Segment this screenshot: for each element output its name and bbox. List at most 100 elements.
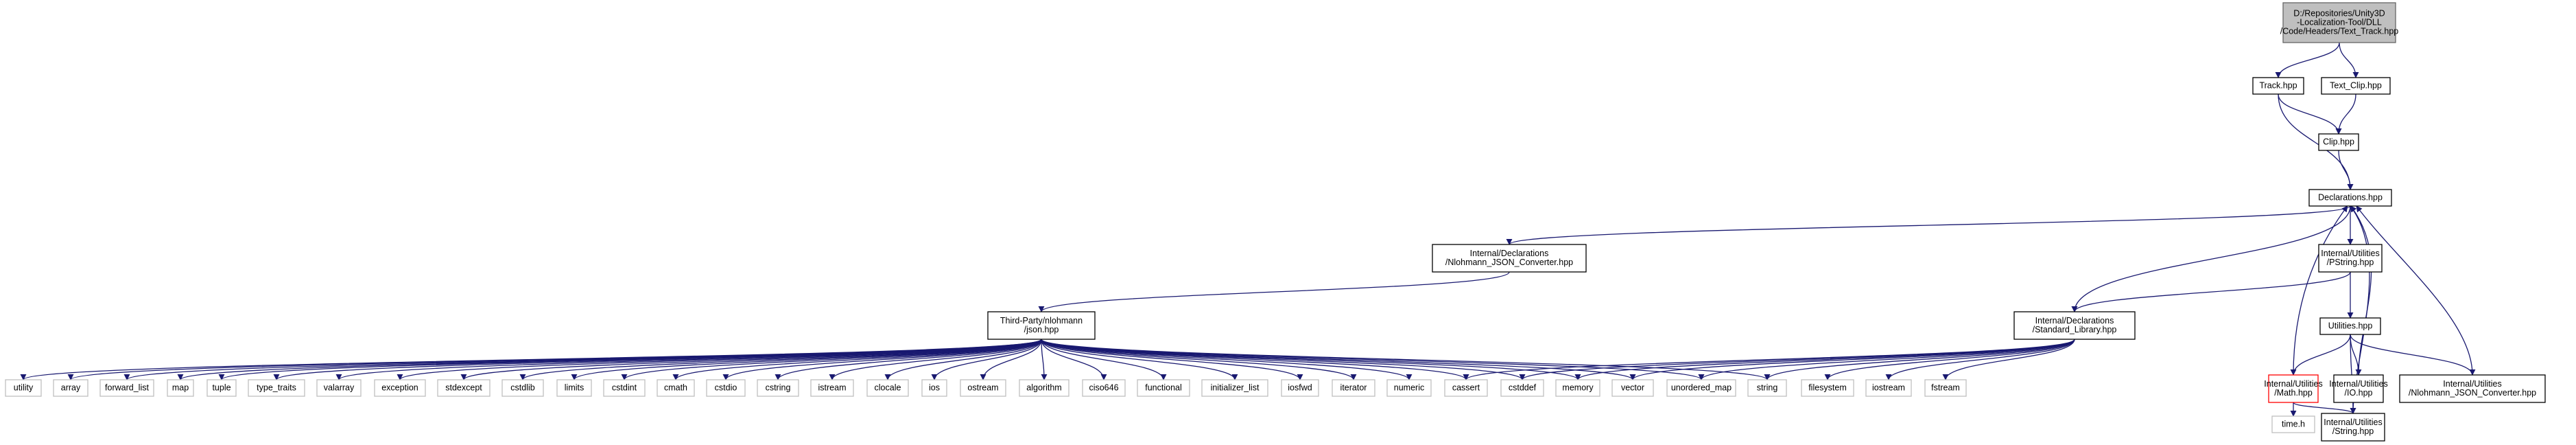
edge-json-to-iosfwd [1041, 339, 1303, 380]
node-label: type_traits [257, 383, 296, 393]
node-valarray: valarray [316, 379, 362, 397]
edge-json-to-ostream [980, 339, 1042, 380]
node-label: initializer_list [1211, 383, 1260, 393]
node-json[interactable]: Third-Party/nlohmann/json.hpp [987, 311, 1096, 340]
node-iostream: iostream [1865, 379, 1912, 397]
node-label: algorithm [1026, 383, 1061, 393]
node-unordered-map: unordered_map [1666, 379, 1736, 397]
node-box [2333, 374, 2384, 403]
node-declarations[interactable]: Declarations.hpp [2308, 189, 2392, 207]
node-type-traits: type_traits [248, 379, 305, 397]
edge-stdlib-to-unordered-map [1698, 339, 2075, 380]
node-limits: limits [556, 379, 592, 397]
node-label: iosfwd [1288, 383, 1312, 393]
node-label: iostream [1872, 383, 1905, 393]
node-box [1201, 379, 1268, 397]
node-label: /Standard_Library.hpp [2033, 325, 2117, 334]
node-iterator: iterator [1332, 379, 1375, 397]
node-string-util[interactable]: Internal/Utilities/String.hpp [2321, 413, 2385, 442]
node-tuple: tuple [206, 379, 237, 397]
edge-json-to-string [1041, 339, 1771, 380]
node-label: cstdlib [510, 383, 534, 393]
edge-root-to-track [2275, 42, 2340, 78]
node-box [1747, 379, 1787, 397]
node-box [706, 379, 746, 397]
node-label: exception [381, 383, 418, 393]
node-label: Internal/Utilities [2264, 379, 2322, 389]
node-array: array [53, 379, 88, 397]
node-label: map [172, 383, 189, 393]
edge-math-to-declarations [2293, 205, 2348, 376]
node-box [53, 379, 88, 397]
edge-json-to-istream [829, 339, 1042, 380]
node-box [1019, 379, 1070, 397]
node-label: vector [1621, 383, 1644, 393]
node-stdexcept: stdexcept [437, 379, 491, 397]
node-box [437, 379, 491, 397]
edge-json-to-type-traits [273, 339, 1042, 380]
node-root[interactable]: D:/Repositories/Unity3D-Localization-Too… [2280, 2, 2399, 43]
edge-stdlib-to-fstream [1942, 339, 2075, 380]
node-label: -Localization-Tool/DLL [2297, 18, 2382, 27]
node-label: memory [1562, 383, 1594, 393]
node-box [921, 379, 947, 397]
node-box [2318, 244, 2383, 273]
node-forward-list: forward_list [99, 379, 154, 397]
edge-io-to-declarations [2350, 205, 2372, 376]
node-nlconv-util[interactable]: Internal/Utilities/Nlohmann_JSON_Convert… [2399, 374, 2546, 403]
node-label: time.h [2282, 420, 2305, 429]
node-label: cstddef [1509, 383, 1537, 393]
edge-nlconv-util-to-declarations [2356, 205, 2473, 376]
edge-clip-to-declarations [2338, 150, 2354, 190]
node-utilities[interactable]: Utilities.hpp [2319, 317, 2381, 335]
node-label: unordered_map [1671, 383, 1732, 393]
node-label: Internal/Utilities [2324, 418, 2382, 427]
node-memory: memory [1555, 379, 1600, 397]
node-cstdio: cstdio [706, 379, 746, 397]
node-math[interactable]: Internal/Utilities/Math.hpp [2264, 374, 2323, 403]
node-pstring[interactable]: Internal/Utilities/PString.hpp [2318, 244, 2383, 273]
node-label: ios [929, 383, 940, 393]
edge-json-to-exception [397, 339, 1042, 380]
node-stdlib[interactable]: Internal/Declarations/Standard_Library.h… [2013, 311, 2136, 340]
edge-math-to-string-util [2293, 402, 2356, 414]
node-label: /Nlohmann_JSON_Converter.hpp [2409, 388, 2536, 398]
node-label: /Nlohmann_JSON_Converter.hpp [1445, 258, 1573, 267]
edge-nlconv-decl-to-json [1038, 271, 1510, 312]
edge-json-to-cmath [672, 339, 1042, 380]
edge-json-to-iterator [1041, 339, 1357, 380]
edge-stdlib-to-vector [1629, 339, 2075, 380]
node-nlconv-decl[interactable]: Internal/Declarations/Nlohmann_JSON_Conv… [1432, 244, 1587, 273]
node-textclip[interactable]: Text_Clip.hpp [2321, 77, 2391, 95]
node-box [1924, 379, 1967, 397]
node-label: Third-Party/nlohmann [1000, 316, 1083, 326]
edge-utilities-to-nlconv-util [2350, 334, 2476, 376]
node-label: array [61, 383, 81, 393]
node-box [2321, 77, 2391, 95]
edge-json-to-numeric [1041, 339, 1413, 380]
node-label: ciso646 [1089, 383, 1118, 393]
node-ciso646: ciso646 [1082, 379, 1126, 397]
node-timeh: time.h [2271, 415, 2315, 433]
node-label: cmath [664, 383, 687, 393]
node-cstddef: cstddef [1500, 379, 1544, 397]
node-box [1555, 379, 1600, 397]
node-box [1666, 379, 1736, 397]
edge-json-to-array [67, 339, 1042, 380]
node-box [2013, 311, 2136, 340]
node-clip[interactable]: Clip.hpp [2318, 133, 2359, 151]
node-io[interactable]: Internal/Utilities/IO.hpp [2329, 374, 2388, 403]
node-box [206, 379, 237, 397]
node-box [2321, 413, 2385, 442]
node-label: filesystem [1808, 383, 1847, 393]
edge-json-to-cstring [775, 339, 1042, 380]
node-label: numeric [1394, 383, 1424, 393]
edge-stdlib-to-cstddef [1519, 339, 2075, 380]
node-label: string [1757, 383, 1778, 393]
node-functional: functional [1137, 379, 1190, 397]
node-track[interactable]: Track.hpp [2252, 77, 2304, 95]
node-label: Internal/Utilities [2443, 379, 2501, 389]
node-box [657, 379, 695, 397]
edge-json-to-functional [1041, 339, 1167, 380]
node-algorithm: algorithm [1019, 379, 1070, 397]
